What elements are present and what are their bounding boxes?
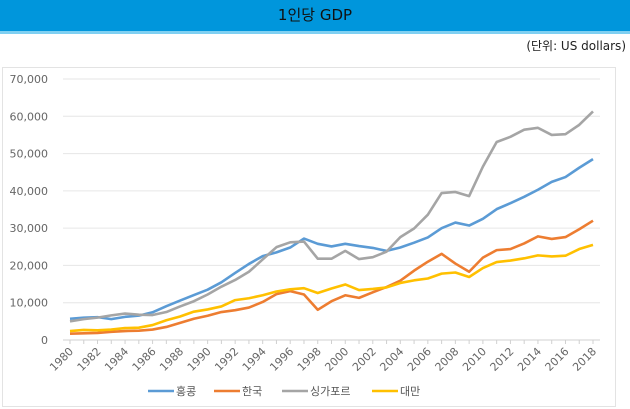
x-tick-label: 2012	[488, 345, 517, 374]
series-line-홍콩	[69, 158, 594, 321]
y-tick-label: 70,000	[10, 73, 49, 86]
title-bar: 1인당 GDP	[0, 0, 630, 34]
page-title: 1인당 GDP	[277, 6, 353, 24]
x-tick-label: 1998	[295, 345, 324, 374]
legend-label: 한국	[242, 385, 262, 398]
x-tick-label: 2014	[515, 345, 544, 374]
x-tick-label: 2006	[405, 345, 434, 374]
y-tick-label: 0	[41, 334, 48, 347]
x-tick-label: 1992	[212, 345, 241, 374]
x-tick-label: 2002	[350, 345, 379, 374]
series-line-대만	[69, 243, 594, 333]
x-tick-label: 2018	[570, 345, 599, 374]
x-tick-label: 2000	[322, 345, 351, 374]
x-tick-label: 1988	[157, 345, 186, 374]
x-tick-label: 1982	[75, 345, 104, 374]
x-tick-label: 2008	[432, 345, 461, 374]
x-tick-label: 1990	[185, 345, 214, 374]
x-tick-label: 2010	[460, 345, 489, 374]
chart-frame	[2, 67, 616, 407]
series-line-싱가포르	[69, 110, 594, 323]
x-tick-label: 1986	[130, 345, 159, 374]
legend-label: 대만	[400, 385, 420, 398]
x-tick-label: 1980	[47, 345, 76, 374]
y-tick-label: 20,000	[10, 259, 49, 272]
y-tick-label: 10,000	[10, 297, 49, 310]
y-tick-label: 50,000	[10, 148, 49, 161]
x-tick-label: 1984	[102, 345, 131, 374]
series-line-한국	[69, 219, 594, 335]
legend-label: 싱가포르	[310, 385, 350, 398]
y-tick-label: 60,000	[10, 110, 49, 123]
y-tick-label: 30,000	[10, 222, 49, 235]
y-tick-label: 40,000	[10, 185, 49, 198]
x-tick-label: 1994	[240, 345, 269, 374]
x-tick-label: 2016	[543, 345, 572, 374]
x-tick-label: 2004	[377, 345, 406, 374]
x-tick-label: 1996	[267, 345, 296, 374]
unit-note: (단위: US dollars)	[526, 39, 626, 53]
legend-label: 홍콩	[176, 384, 196, 398]
